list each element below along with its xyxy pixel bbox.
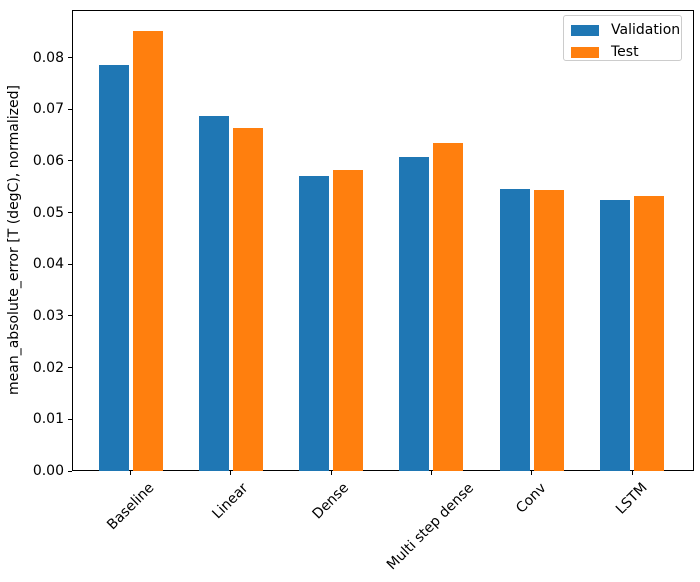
y-tick-label: 0.08 xyxy=(32,49,64,66)
x-tick-label: Linear xyxy=(209,480,252,523)
y-tick-label: 0.01 xyxy=(32,411,64,428)
legend: Validation Test xyxy=(563,15,682,61)
x-tick-mark xyxy=(130,471,131,475)
y-tick-mark xyxy=(68,418,72,420)
y-tick-mark xyxy=(68,367,72,369)
legend-label-test: Test xyxy=(611,44,639,60)
y-tick-mark xyxy=(68,57,72,59)
y-tick-label: 0.03 xyxy=(32,307,64,324)
validation-swatch-icon xyxy=(571,24,599,36)
y-tick-label: 0.05 xyxy=(32,204,64,221)
bar-validation xyxy=(299,176,330,471)
bar-test xyxy=(533,190,564,471)
bar-test xyxy=(132,31,163,471)
y-axis-label: mean_absolute_error [T (degC), normalize… xyxy=(6,85,22,395)
y-tick-mark xyxy=(68,108,72,110)
y-tick-label: 0.00 xyxy=(32,463,64,479)
bar-validation xyxy=(499,189,530,471)
bar-validation xyxy=(600,200,630,471)
x-tick-label: Baseline xyxy=(103,479,157,534)
y-tick-mark xyxy=(68,160,72,162)
x-tick-mark xyxy=(430,471,432,475)
y-tick-mark xyxy=(68,263,72,265)
bar-validation xyxy=(198,116,229,471)
y-tick-mark xyxy=(68,315,72,317)
y-tick-label: 0.06 xyxy=(32,152,64,169)
bar-test xyxy=(433,143,464,471)
bar-validation xyxy=(98,65,129,471)
test-swatch-icon xyxy=(571,46,599,58)
x-tick-label: Conv xyxy=(512,480,550,517)
legend-label-validation: Validation xyxy=(611,22,681,38)
y-tick-mark xyxy=(68,470,72,472)
y-tick-label: 0.02 xyxy=(32,359,64,376)
x-tick-mark xyxy=(631,471,633,475)
y-tick-label: 0.07 xyxy=(32,101,64,118)
x-tick-mark xyxy=(230,471,232,475)
x-tick-label: Dense xyxy=(309,479,353,523)
y-tick-mark xyxy=(68,212,72,214)
x-tick-mark xyxy=(330,471,332,475)
x-tick-label: LSTM xyxy=(612,479,651,518)
legend-item-test: Test xyxy=(571,43,673,61)
y-tick-label: 0.04 xyxy=(32,256,64,273)
legend-item-validation: Validation xyxy=(571,21,680,39)
x-tick-mark xyxy=(531,471,533,475)
plot-area xyxy=(72,10,694,471)
bar-test xyxy=(634,196,664,471)
bar-test xyxy=(333,170,364,471)
bar-validation xyxy=(399,157,430,471)
bar-test xyxy=(232,128,263,471)
x-tick-label: Multi step dense xyxy=(384,480,478,574)
